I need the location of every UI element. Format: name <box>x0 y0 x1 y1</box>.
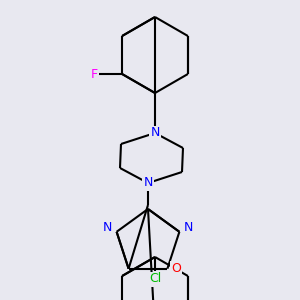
Text: N: N <box>143 176 153 190</box>
Text: F: F <box>91 68 98 80</box>
Text: N: N <box>150 127 160 140</box>
Text: N: N <box>184 221 193 234</box>
Text: O: O <box>172 262 181 275</box>
Text: N: N <box>103 221 112 234</box>
Text: Cl: Cl <box>149 272 161 286</box>
